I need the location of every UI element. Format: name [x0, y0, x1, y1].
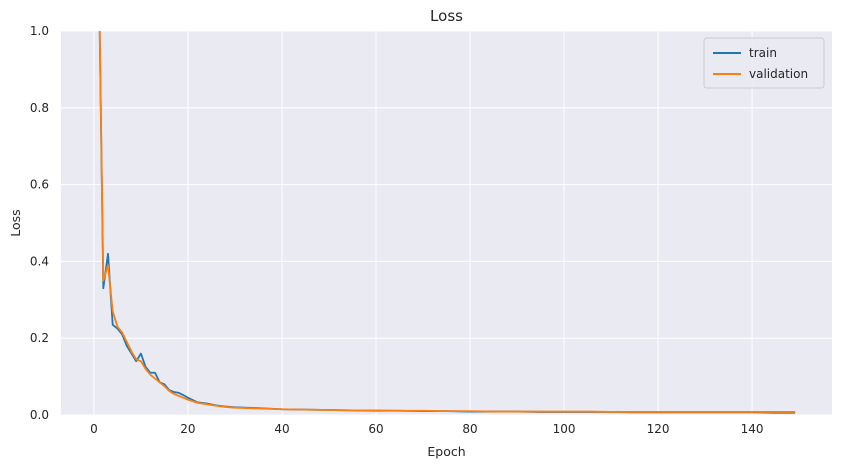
series-lines: [98, 31, 796, 414]
x-tick-label: 0: [90, 422, 98, 436]
y-tick-label: 0.4: [30, 254, 49, 268]
x-tick-label: 140: [741, 422, 764, 436]
x-tick-label: 80: [462, 422, 477, 436]
y-axis-label: Loss: [8, 209, 23, 236]
series-line-validation: [98, 31, 796, 413]
x-axis-ticks: 0 20 40 60 80 100 120 140: [90, 422, 763, 436]
x-tick-label: 100: [553, 422, 576, 436]
y-axis-ticks: 0.0 0.2 0.4 0.6 0.8 1.0: [30, 24, 49, 422]
legend-label-validation: validation: [749, 67, 808, 81]
y-tick-label: 0.0: [30, 408, 49, 422]
y-tick-label: 1.0: [30, 24, 49, 38]
x-tick-label: 120: [647, 422, 670, 436]
plot-area: [61, 31, 832, 415]
legend-label-train: train: [749, 46, 777, 60]
x-tick-label: 60: [368, 422, 383, 436]
legend: train validation: [703, 37, 825, 89]
y-tick-label: 0.8: [30, 101, 49, 115]
chart-title: Loss: [430, 7, 463, 25]
x-tick-label: 20: [180, 422, 195, 436]
x-axis-label: Epoch: [427, 444, 465, 459]
y-tick-label: 0.2: [30, 331, 49, 345]
grid-lines: [61, 30, 832, 416]
plot-background: [61, 31, 832, 415]
x-tick-label: 40: [274, 422, 289, 436]
legend-box: [703, 37, 825, 89]
y-tick-label: 0.6: [30, 178, 49, 192]
